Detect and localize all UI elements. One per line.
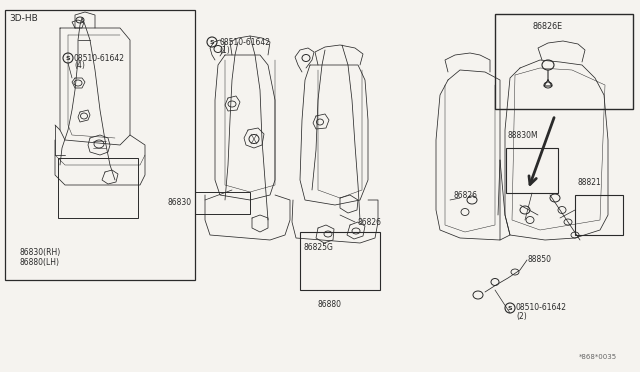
Text: 86826: 86826 xyxy=(453,190,477,199)
Text: 86830(RH): 86830(RH) xyxy=(20,248,61,257)
Text: 86830: 86830 xyxy=(168,198,192,207)
Text: 08510-61642: 08510-61642 xyxy=(74,54,125,62)
Text: (4): (4) xyxy=(74,61,85,70)
Text: 86826: 86826 xyxy=(358,218,382,227)
Bar xyxy=(195,192,250,214)
Text: 88850: 88850 xyxy=(527,255,551,264)
Text: 86825G: 86825G xyxy=(303,243,333,252)
Bar xyxy=(506,148,558,193)
Bar xyxy=(575,195,623,235)
Bar xyxy=(58,158,138,218)
Text: 86826E: 86826E xyxy=(533,22,563,31)
Text: S: S xyxy=(508,305,512,311)
Text: 88821: 88821 xyxy=(578,178,602,187)
Text: (1): (1) xyxy=(219,45,230,55)
Text: 08510-61642: 08510-61642 xyxy=(219,38,270,46)
Bar xyxy=(495,14,633,109)
Text: 88830M: 88830M xyxy=(508,131,539,140)
Text: 08510-61642: 08510-61642 xyxy=(516,304,567,312)
Text: S: S xyxy=(66,55,70,61)
Text: 86880: 86880 xyxy=(318,300,342,309)
Text: (2): (2) xyxy=(516,311,527,321)
Text: *868*0035: *868*0035 xyxy=(579,354,617,360)
Text: 3D-HB: 3D-HB xyxy=(9,14,38,23)
Bar xyxy=(300,232,380,290)
Bar xyxy=(5,10,195,280)
Text: 86880(LH): 86880(LH) xyxy=(20,258,60,267)
Text: S: S xyxy=(210,39,214,45)
